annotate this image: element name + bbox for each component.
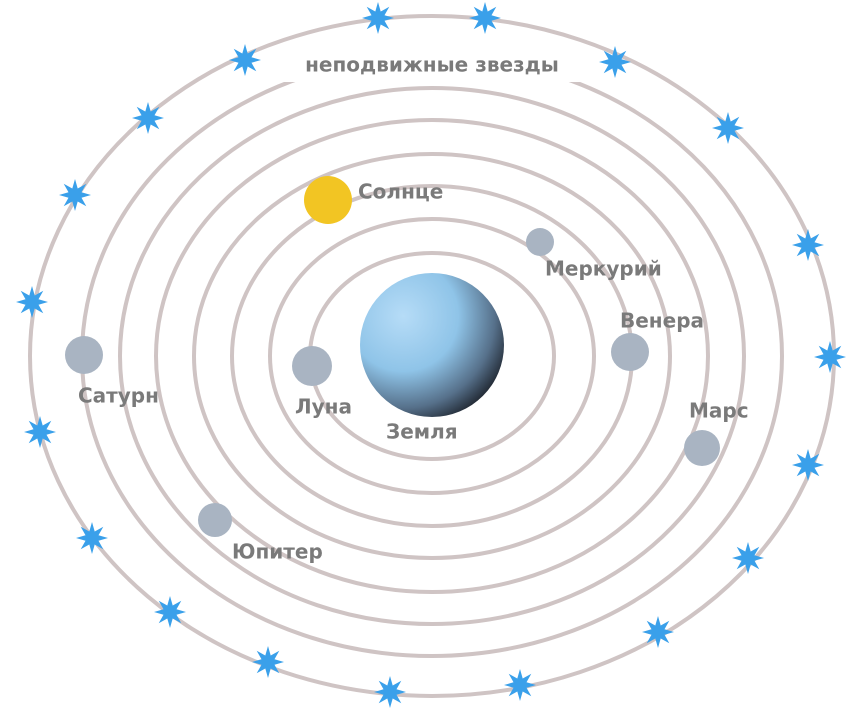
star xyxy=(154,596,186,628)
earth-label: Земля xyxy=(386,420,458,444)
venus-label: Венера xyxy=(620,309,704,333)
star xyxy=(16,286,48,318)
title-backdrop xyxy=(270,48,590,82)
star xyxy=(792,449,824,481)
saturn xyxy=(65,336,103,374)
sun-label: Солнце xyxy=(358,180,443,204)
jupiter xyxy=(198,503,232,537)
fixed-stars xyxy=(16,2,846,708)
earth xyxy=(360,273,504,417)
star xyxy=(374,676,406,708)
moon-label: Луна xyxy=(295,395,352,419)
star xyxy=(24,416,56,448)
moon xyxy=(292,346,332,386)
jupiter-label: Юпитер xyxy=(232,540,323,564)
fixed-stars-label: неподвижные звезды xyxy=(305,53,559,77)
saturn-label: Сатурн xyxy=(78,384,159,408)
star xyxy=(132,102,164,134)
star xyxy=(732,542,764,574)
mercury xyxy=(526,228,554,256)
star xyxy=(642,616,674,648)
venus xyxy=(611,333,649,371)
star xyxy=(76,522,108,554)
star xyxy=(252,646,284,678)
mars xyxy=(684,430,720,466)
mars-label: Марс xyxy=(689,399,749,423)
star xyxy=(599,46,631,78)
star xyxy=(814,341,846,373)
star xyxy=(362,2,394,34)
star xyxy=(229,44,261,76)
star xyxy=(792,229,824,261)
star xyxy=(504,669,536,701)
mercury-label: Меркурий xyxy=(545,257,662,281)
sun xyxy=(304,176,352,224)
star xyxy=(712,112,744,144)
star xyxy=(469,2,501,34)
star xyxy=(59,179,91,211)
